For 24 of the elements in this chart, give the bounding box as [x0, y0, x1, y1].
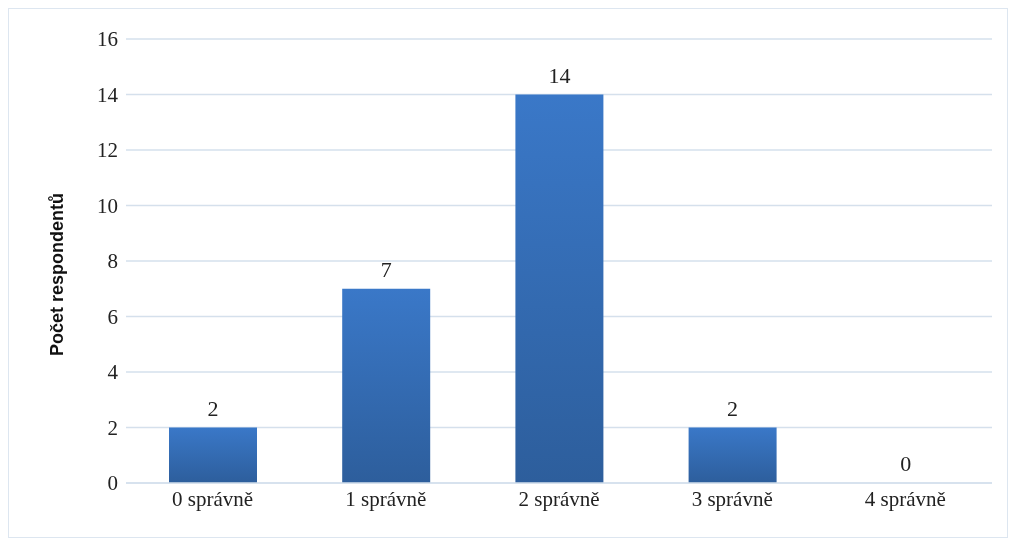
y-tick-label: 12 [97, 138, 118, 163]
y-tick-label: 14 [97, 82, 119, 107]
data-label: 0 [900, 450, 912, 476]
bar [515, 94, 604, 483]
x-tick-label: 4 správně [864, 486, 946, 511]
y-tick-label: 4 [107, 360, 119, 385]
data-label: 7 [380, 256, 392, 282]
x-tick-label: 3 správně [691, 486, 773, 511]
y-tick-label: 0 [107, 471, 118, 496]
data-label: 14 [548, 62, 571, 88]
x-tick-label: 2 správně [518, 486, 600, 511]
bar [169, 427, 257, 483]
y-axis-title: Počet respondentů [47, 192, 68, 356]
x-tick-label: 1 správně [345, 486, 427, 511]
y-tick-label: 10 [97, 193, 118, 218]
bar [688, 427, 777, 483]
y-tick-label: 6 [107, 304, 118, 329]
data-label: 2 [727, 395, 739, 421]
y-tick-label: 16 [97, 27, 118, 52]
bar [342, 288, 431, 483]
y-tick-label: 2 [107, 415, 118, 440]
x-tick-label: 0 správně [172, 486, 254, 511]
data-label: 2 [207, 395, 219, 421]
y-tick-label: 8 [107, 249, 118, 274]
